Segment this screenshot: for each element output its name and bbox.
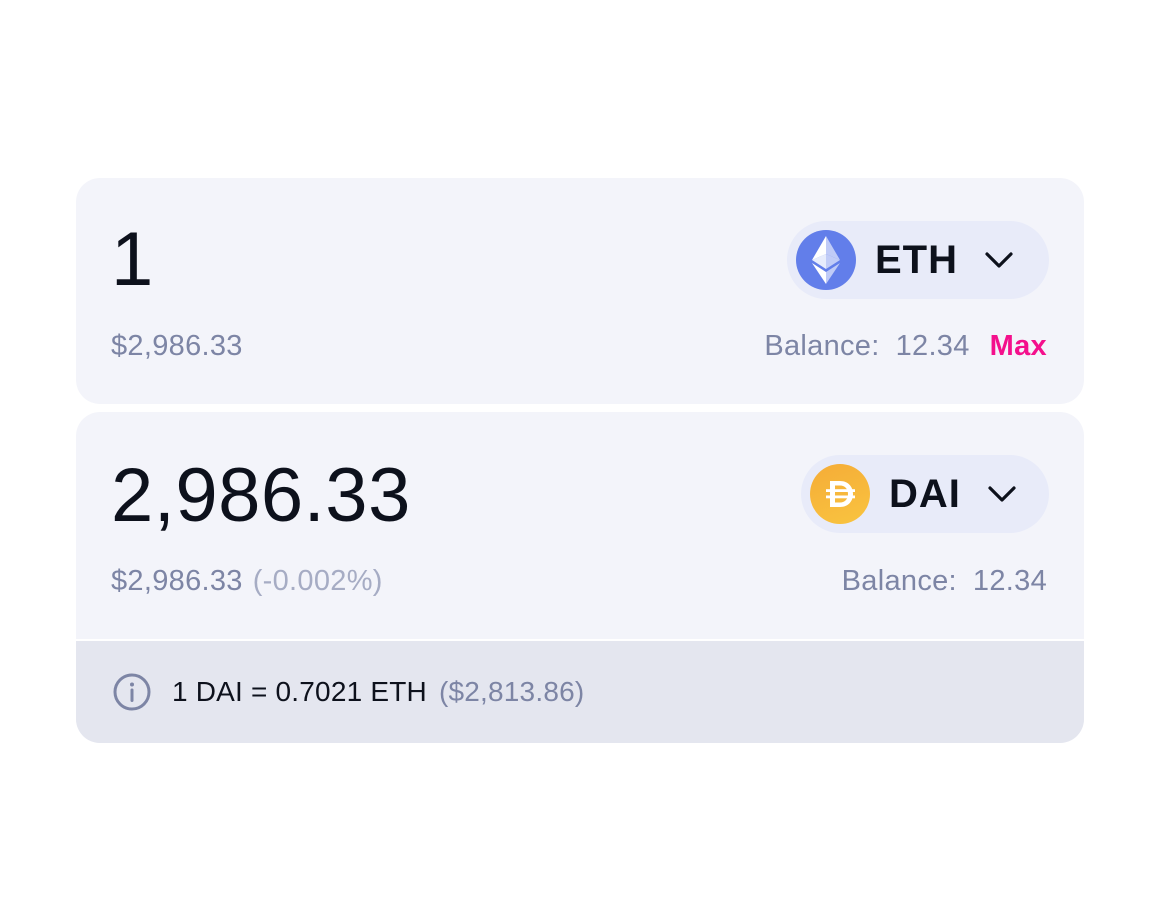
price-impact: (-0.002%) bbox=[252, 565, 383, 597]
output-token-selector[interactable]: DAI bbox=[801, 455, 1049, 533]
output-token-panel: 2,986.33 DAI $2,986.33 (-0.002%) Balance: bbox=[76, 412, 1084, 743]
exchange-rate-usd: ($2,813.86) bbox=[438, 676, 585, 707]
balance-label: Balance: bbox=[841, 565, 957, 597]
exchange-rate-text: 1 DAI = 0.7021 ETH bbox=[172, 676, 427, 707]
input-token-panel: 1 ETH $2,986.33 Balance: bbox=[76, 178, 1084, 404]
output-usd-value: $2,986.33 (-0.002%) bbox=[111, 565, 383, 598]
balance-value: 12.34 bbox=[895, 330, 970, 362]
chevron-down-icon bbox=[985, 477, 1019, 511]
input-usd-value: $2,986.33 bbox=[111, 330, 243, 362]
balance-value: 12.34 bbox=[972, 565, 1047, 597]
max-button[interactable]: Max bbox=[989, 330, 1047, 362]
balance-label: Balance: bbox=[764, 330, 880, 362]
input-amount-field[interactable]: 1 bbox=[111, 217, 154, 302]
chevron-down-icon bbox=[982, 243, 1016, 277]
input-token-selector[interactable]: ETH bbox=[787, 221, 1049, 299]
info-icon bbox=[112, 672, 152, 712]
input-balance: Balance: 12.34 Max bbox=[764, 330, 1047, 363]
input-token-symbol: ETH bbox=[875, 237, 958, 282]
swap-widget: 1 ETH $2,986.33 Balance: bbox=[76, 178, 1084, 743]
dai-icon bbox=[810, 464, 870, 524]
output-token-symbol: DAI bbox=[889, 471, 961, 516]
output-balance: Balance: 12.34 bbox=[842, 565, 1047, 598]
exchange-rate-bar[interactable]: 1 DAI = 0.7021 ETH ($2,813.86) bbox=[76, 639, 1084, 743]
ethereum-icon bbox=[796, 230, 856, 290]
output-usd-amount: $2,986.33 bbox=[111, 565, 243, 597]
output-amount-field[interactable]: 2,986.33 bbox=[111, 453, 411, 538]
